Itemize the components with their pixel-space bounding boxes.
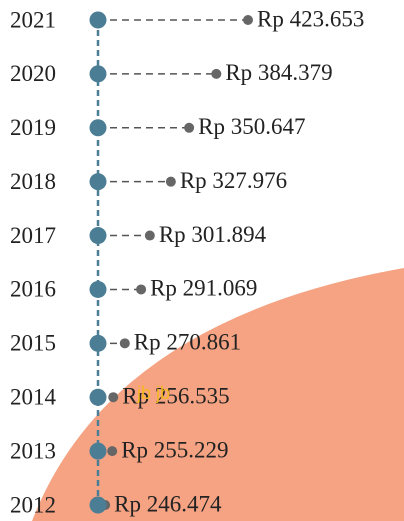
year-dot <box>89 334 107 352</box>
end-dot <box>144 230 155 241</box>
value-label: Rp 327.976 <box>180 168 287 193</box>
end-dot <box>136 284 147 295</box>
year-label: 2021 <box>10 7 56 32</box>
year-label: 2012 <box>10 492 56 517</box>
value-label: Rp 423.653 <box>257 6 364 31</box>
end-dot <box>119 338 130 349</box>
year-label: 2017 <box>10 223 56 248</box>
value-label: Rp 255.229 <box>121 437 228 462</box>
value-label: Rp 291.069 <box>150 276 257 301</box>
year-label: 2018 <box>10 169 56 194</box>
end-dot <box>107 446 118 457</box>
year-dot <box>89 442 107 460</box>
end-dot <box>108 392 119 403</box>
year-label: 2020 <box>10 61 56 86</box>
year-label: 2015 <box>10 331 56 356</box>
year-dot <box>89 173 107 191</box>
year-dot <box>89 119 107 137</box>
annotation: jb jb <box>136 383 170 403</box>
end-dot <box>165 176 176 187</box>
value-label: Rp 246.474 <box>114 491 222 516</box>
year-dot <box>89 65 107 83</box>
year-dot <box>89 227 107 245</box>
year-dot <box>89 388 107 406</box>
value-label: Rp 350.647 <box>198 114 305 139</box>
year-label: 2016 <box>10 277 56 302</box>
background-shape <box>32 268 404 521</box>
year-dot <box>89 280 107 298</box>
value-label: Rp 301.894 <box>159 222 267 247</box>
year-dot <box>89 11 107 29</box>
year-label: 2013 <box>10 438 56 463</box>
end-dot <box>243 15 253 25</box>
marks: 2021 Rp 423.653 2020 Rp 384.379 2019 Rp 350.6… <box>10 6 364 517</box>
value-label: Rp 270.861 <box>134 330 241 355</box>
year-dot <box>89 496 107 514</box>
year-label: 2014 <box>10 385 57 410</box>
end-dot <box>211 68 222 79</box>
end-dot <box>184 122 195 133</box>
value-label: Rp 384.379 <box>225 60 332 85</box>
value-label: Rp 256.535 <box>122 384 229 409</box>
year-label: 2019 <box>10 115 56 140</box>
